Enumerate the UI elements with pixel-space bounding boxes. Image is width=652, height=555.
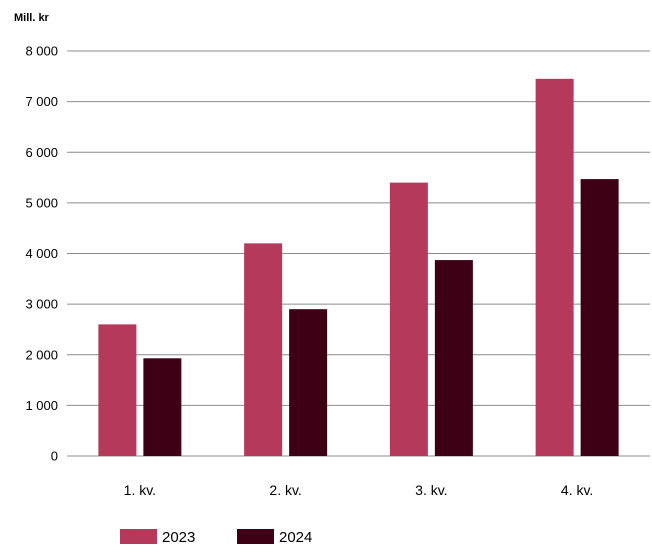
y-tick-label: 2 000 bbox=[25, 347, 58, 362]
bar-2024-1 bbox=[143, 358, 182, 456]
x-tick-label: 3. kv. bbox=[415, 482, 447, 498]
legend-label-2024: 2024 bbox=[279, 529, 312, 546]
y-axis-labels: 0 1 000 2 000 3 000 4 000 5 000 6 000 7 000 8 00… bbox=[25, 44, 58, 464]
legend-label-2023: 2023 bbox=[162, 529, 195, 546]
y-tick-label: 6 000 bbox=[25, 145, 58, 160]
bar-2024-4 bbox=[580, 179, 619, 457]
bars bbox=[98, 78, 619, 457]
bar-2024-2 bbox=[289, 309, 328, 456]
y-tick-label: 0 bbox=[51, 449, 58, 464]
y-tick-label: 5 000 bbox=[25, 195, 58, 210]
y-tick-label: 4 000 bbox=[25, 246, 58, 261]
x-tick-label: 4. kv. bbox=[561, 482, 593, 498]
x-tick-label: 2. kv. bbox=[269, 482, 301, 498]
bar-2024-3 bbox=[434, 260, 473, 456]
x-axis-labels: 1. kv. 2. kv. 3. kv. 4. kv. bbox=[124, 482, 594, 498]
y-tick-label: 7 000 bbox=[25, 94, 58, 109]
bar-2023-4 bbox=[535, 78, 574, 456]
y-tick-label: 8 000 bbox=[25, 44, 58, 59]
x-tick-label: 1. kv. bbox=[124, 482, 156, 498]
unit-label: Mill. kr bbox=[14, 12, 50, 24]
bar-2023-3 bbox=[389, 182, 428, 456]
legend: 2023 2024 bbox=[120, 529, 312, 546]
bar-2023-1 bbox=[98, 324, 137, 456]
y-tick-label: 3 000 bbox=[25, 297, 58, 312]
bar-2023-2 bbox=[244, 243, 283, 456]
legend-swatch-2024 bbox=[237, 529, 274, 544]
legend-swatch-2023 bbox=[120, 529, 157, 544]
y-tick-label: 1 000 bbox=[25, 398, 58, 413]
